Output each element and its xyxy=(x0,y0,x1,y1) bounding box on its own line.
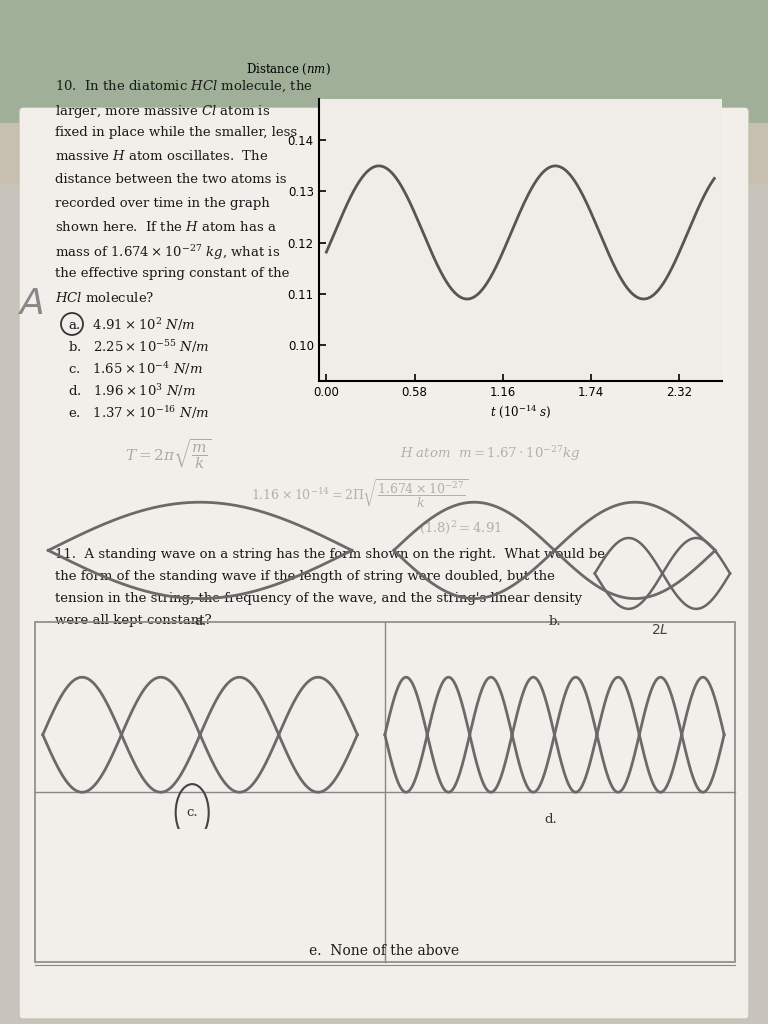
Text: b.   $2.25\times10^{-55}$ $N/m$: b. $2.25\times10^{-55}$ $N/m$ xyxy=(68,338,210,355)
Text: a.: a. xyxy=(194,614,206,628)
Text: tension in the string, the frequency of the wave, and the string's linear densit: tension in the string, the frequency of … xyxy=(55,592,582,605)
Text: c.   $1.65\times10^{-4}$ $N/m$: c. $1.65\times10^{-4}$ $N/m$ xyxy=(68,360,203,377)
Text: distance between the two atoms is: distance between the two atoms is xyxy=(55,173,286,186)
Text: d.   $1.96\times10^3$ $N/m$: d. $1.96\times10^3$ $N/m$ xyxy=(68,382,196,399)
Text: Distance $(nm)$: Distance $(nm)$ xyxy=(246,61,331,77)
Bar xyxy=(35,622,735,962)
Text: larger, more massive $Cl$ atom is: larger, more massive $Cl$ atom is xyxy=(55,102,270,120)
Text: the form of the standing wave if the length of string were doubled, but the: the form of the standing wave if the len… xyxy=(55,570,554,583)
Text: 11.  A standing wave on a string has the form shown on the right.  What would be: 11. A standing wave on a string has the … xyxy=(55,548,605,561)
Text: a.   $4.91\times10^2$ $N/m$: a. $4.91\times10^2$ $N/m$ xyxy=(68,316,196,333)
Bar xyxy=(0,0,768,123)
Text: $T=2\pi\sqrt{\dfrac{m}{k}}$: $T=2\pi\sqrt{\dfrac{m}{k}}$ xyxy=(124,437,211,471)
Text: $H$ atom  $m = 1.67\cdot10^{-27}kg$: $H$ atom $m = 1.67\cdot10^{-27}kg$ xyxy=(399,444,581,464)
Text: c.: c. xyxy=(187,806,198,819)
Text: were all kept constant?: were all kept constant? xyxy=(55,614,212,627)
Text: $1.16\times10^{-14} = 2\Pi\sqrt{\dfrac{1.674\times10^{-27}}{k}}$: $1.16\times10^{-14} = 2\Pi\sqrt{\dfrac{1… xyxy=(251,478,468,510)
Text: fixed in place while the smaller, less: fixed in place while the smaller, less xyxy=(55,126,297,139)
Text: $HCl$ molecule?: $HCl$ molecule? xyxy=(55,291,154,304)
Text: $2L$: $2L$ xyxy=(651,623,669,637)
Text: b.: b. xyxy=(548,614,561,628)
Text: 10.  In the diatomic $HCl$ molecule, the: 10. In the diatomic $HCl$ molecule, the xyxy=(55,79,313,94)
Bar xyxy=(0,123,768,184)
Text: mass of $1.674\times10^{-27}$ $kg$, what is: mass of $1.674\times10^{-27}$ $kg$, what… xyxy=(55,244,280,262)
Text: massive $H$ atom oscillates.  The: massive $H$ atom oscillates. The xyxy=(55,150,269,164)
FancyBboxPatch shape xyxy=(19,108,749,1019)
Text: shown here.  If the $H$ atom has a: shown here. If the $H$ atom has a xyxy=(55,220,276,234)
Text: the effective spring constant of the: the effective spring constant of the xyxy=(55,267,290,280)
Text: e.  None of the above: e. None of the above xyxy=(309,944,459,958)
Text: $(1.8)^2 = 4.91$: $(1.8)^2 = 4.91$ xyxy=(419,519,502,537)
Text: recorded over time in the graph: recorded over time in the graph xyxy=(55,197,270,210)
Text: A: A xyxy=(20,287,45,321)
Text: e.   $1.37\times10^{-16}$ $N/m$: e. $1.37\times10^{-16}$ $N/m$ xyxy=(68,404,209,421)
X-axis label: $t$ $(10^{-14}$ $s)$: $t$ $(10^{-14}$ $s)$ xyxy=(490,403,551,420)
Text: d.: d. xyxy=(544,813,557,825)
